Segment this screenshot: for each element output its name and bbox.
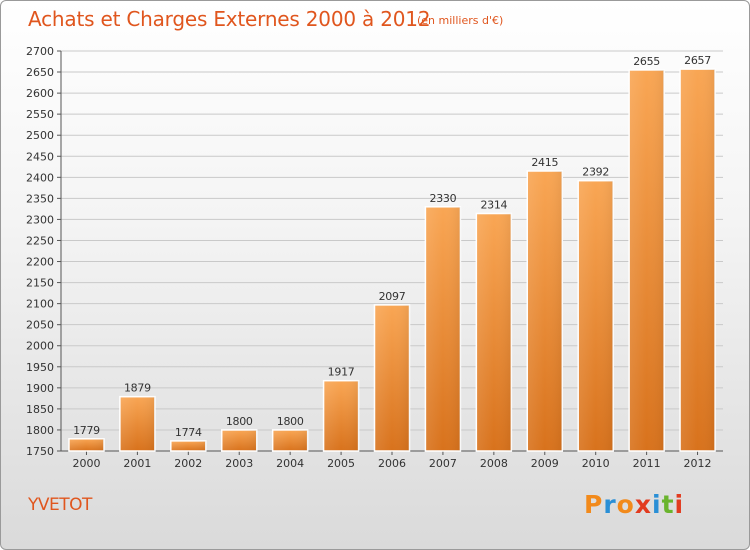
y-tick-label: 2050 [26,319,54,332]
logo-letter: i [674,490,685,519]
bar-sheen [578,180,614,451]
logo-letter: i [652,490,662,519]
logo-letter: t [661,490,675,519]
chart-subtitle: (en milliers d'€) [417,14,504,27]
x-tick-label: 2003 [225,457,253,470]
data-label: 2097 [379,290,406,303]
y-tick-label: 2500 [26,129,54,142]
x-tick-label: 2004 [276,457,304,470]
bar-sheen [425,206,461,451]
axes: 1750 1800 1850 1900 1950 2000 2050 2100 2150 2200… [26,45,723,470]
logo-letter: o [616,490,635,519]
data-label: 1774 [175,426,202,439]
logo-letter: r [603,490,617,519]
data-label: 1779 [73,424,100,437]
y-tick-label: 2400 [26,171,54,184]
bar-sheen [221,429,257,451]
proxiti-logo[interactable]: Proxiti [584,490,684,519]
y-tick-label: 1950 [26,361,54,374]
y-tick-label: 2450 [26,150,54,163]
x-tick-label: 2005 [327,457,355,470]
bar-sheen [170,440,206,451]
y-tick-label: 2250 [26,234,54,247]
bar-sheen [629,69,665,452]
y-tick-label: 2600 [26,87,54,100]
y-tick-label: 2100 [26,298,54,311]
x-tick-label: 2012 [684,457,712,470]
x-tick-label: 2006 [378,457,406,470]
y-tick-label: 2150 [26,277,54,290]
data-label: 1800 [277,415,304,428]
x-tick-label: 2010 [582,457,610,470]
data-label: 2655 [633,55,660,68]
x-tick-label: 2009 [531,457,559,470]
bar-sheen [119,396,155,451]
x-tick-label: 2002 [174,457,202,470]
y-tick-label: 2550 [26,108,54,121]
data-label: 2392 [582,166,609,179]
bar-sheen [476,213,512,451]
y-tick-label: 2200 [26,256,54,269]
data-label: 1917 [328,366,355,379]
x-tick-label: 2000 [72,457,100,470]
data-label: 2657 [684,54,711,67]
logo-letter: P [584,490,604,519]
y-tick-label: 2300 [26,213,54,226]
bar-sheen [374,304,410,451]
bar-sheen [527,171,563,451]
y-tick-label: 1850 [26,403,54,416]
data-label: 2330 [430,192,457,205]
data-label: 1800 [226,415,253,428]
data-labels: 1779 1879 1774 1800 1800 1917 2097 2330 2314 2415… [73,54,711,439]
y-tick-label: 2650 [26,66,54,79]
data-label: 2314 [480,199,507,212]
data-label: 1879 [124,382,151,395]
city-name: YVETOT [28,495,92,515]
y-tick-label: 2700 [26,45,54,58]
bars [68,68,716,452]
bar-sheen [272,429,308,451]
y-tick-label: 1900 [26,382,54,395]
bar-sheen [68,438,104,451]
data-label: 2415 [531,156,558,169]
x-tick-label: 2001 [123,457,151,470]
bar-sheen [323,380,359,451]
bar-sheen [680,69,716,452]
y-tick-label: 1800 [26,424,54,437]
logo-letter: x [634,490,652,519]
x-tick-label: 2011 [633,457,661,470]
y-tick-label: 2000 [26,340,54,353]
x-tick-label: 2007 [429,457,457,470]
y-tick-label: 2350 [26,192,54,205]
x-tick-label: 2008 [480,457,508,470]
chart-title: Achats et Charges Externes 2000 à 2012 [28,7,431,31]
y-tick-label: 1750 [26,445,54,458]
